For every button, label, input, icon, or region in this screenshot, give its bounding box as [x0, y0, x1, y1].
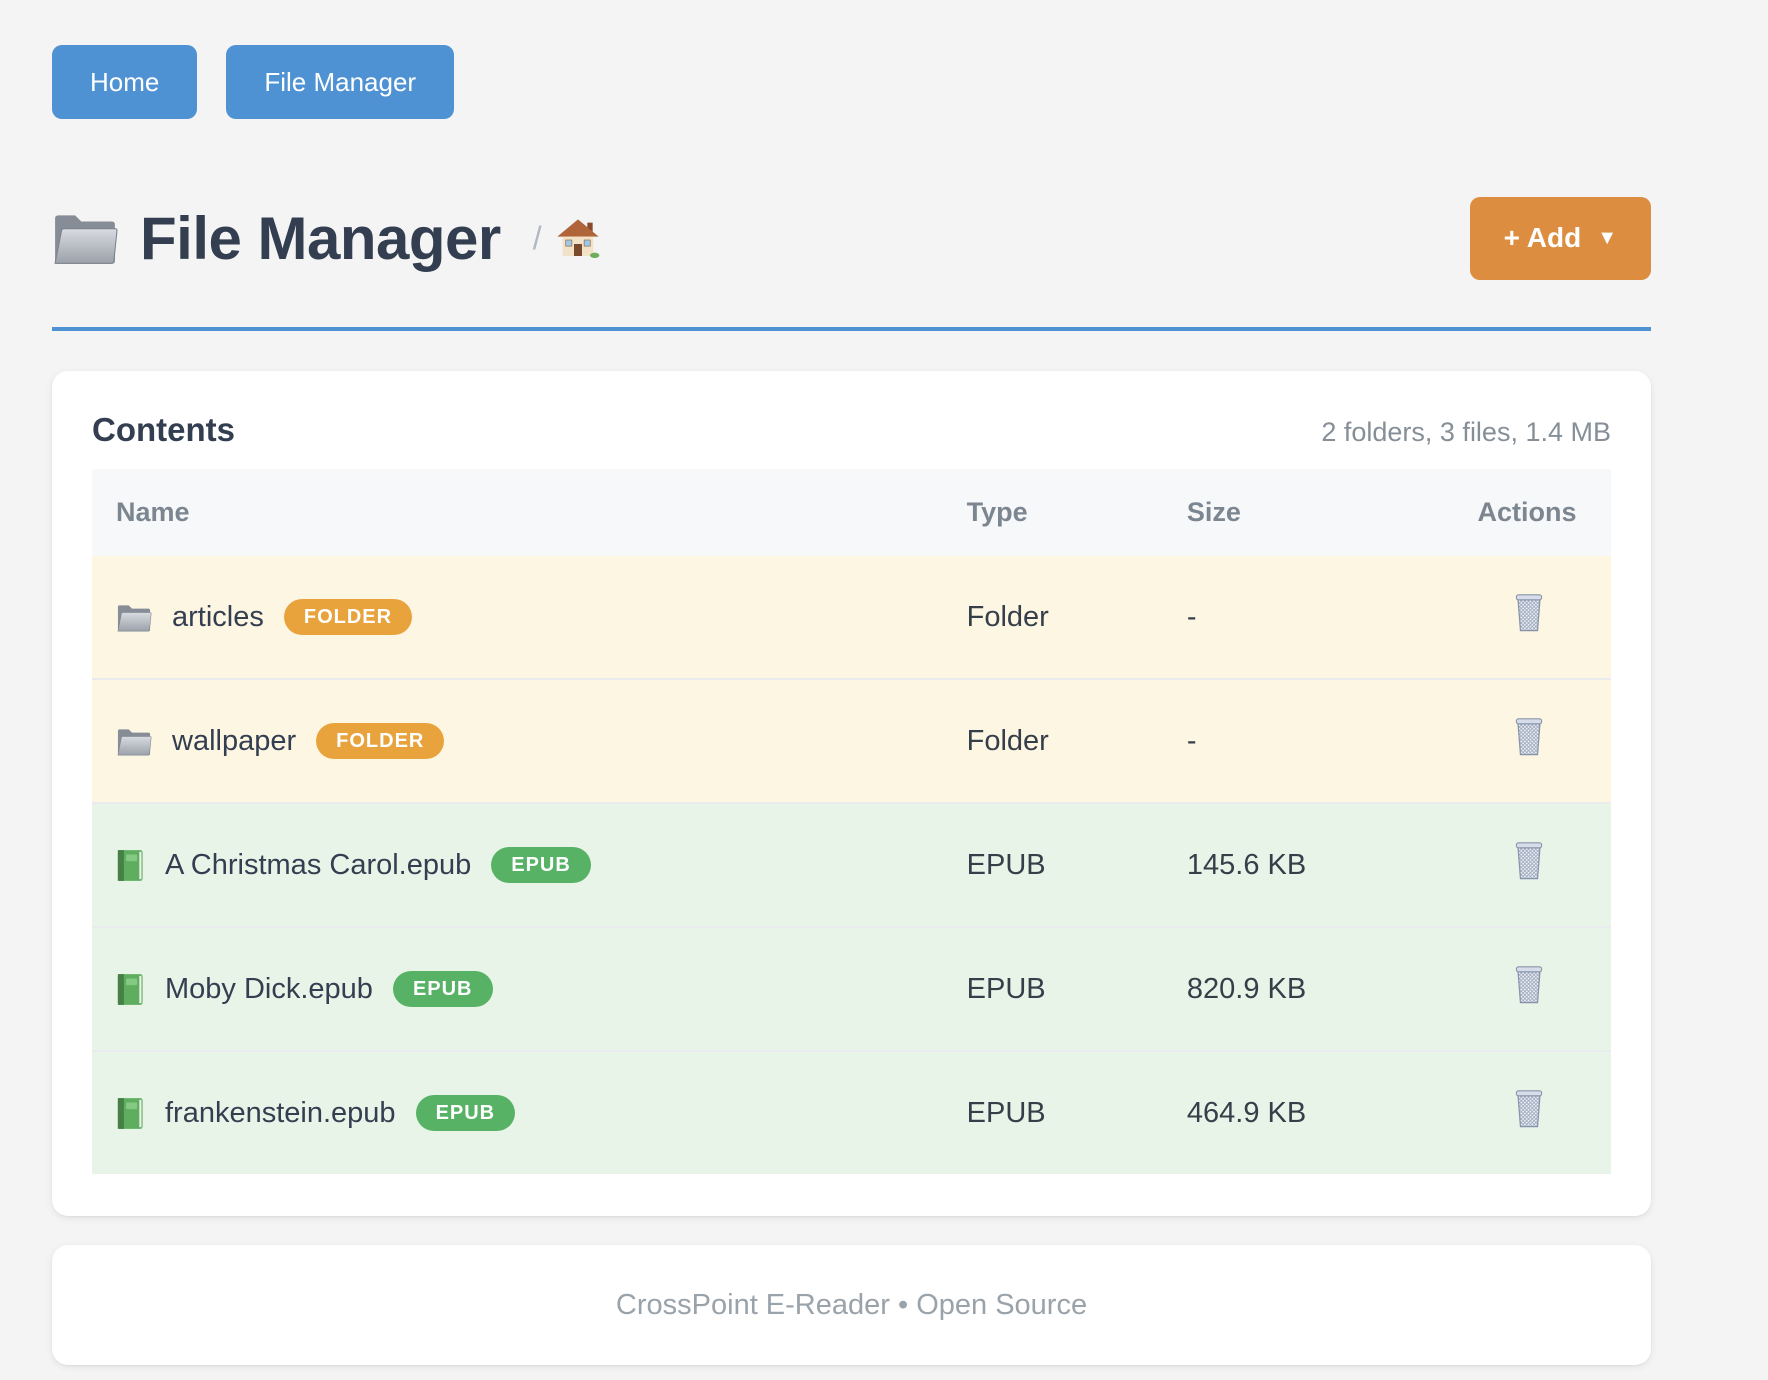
add-button[interactable]: + Add ▼ — [1469, 196, 1651, 280]
trash-icon — [1512, 840, 1546, 882]
contents-card: Contents 2 folders, 3 files, 1.4 MB Name… — [52, 371, 1651, 1216]
type-cell: Folder — [966, 600, 1049, 633]
name-cell: articles FOLDER — [92, 556, 943, 679]
type-cell: EPUB — [942, 1050, 1163, 1174]
trash-icon — [1512, 1088, 1546, 1130]
book-icon — [116, 849, 145, 882]
footer-text: CrossPoint E-Reader • Open Source — [615, 1288, 1088, 1321]
trash-icon — [1512, 592, 1546, 634]
type-badge: FOLDER — [283, 599, 413, 635]
add-button-label: + Add — [1503, 222, 1582, 253]
top-nav: Home File Manager — [52, 0, 1651, 119]
type-cell: EPUB — [942, 802, 1163, 927]
contents-heading: Contents — [92, 411, 235, 448]
folder-icon — [116, 602, 152, 633]
type-cell: EPUB — [942, 926, 1163, 1051]
table-row: A Christmas Carol.epub EPUB EPUB 145.6 K… — [92, 802, 1611, 927]
file-table: Name Type Size Actions articles FOLDER F… — [92, 469, 1611, 1174]
name-cell: A Christmas Carol.epub EPUB — [92, 802, 943, 927]
page-header: File Manager / + Add ▼ — [52, 194, 1651, 282]
name-cell: frankenstein.epub EPUB — [92, 1050, 943, 1174]
size-cell: 464.9 KB — [1162, 1050, 1414, 1174]
type-badge: FOLDER — [316, 723, 445, 759]
column-header-actions: Actions — [1413, 469, 1611, 556]
delete-button[interactable] — [1512, 1088, 1546, 1130]
file-table-body: articles FOLDER Folder - wallpaper FOLDE… — [92, 556, 1611, 1174]
column-header-name: Name — [92, 469, 943, 556]
size-cell: 145.6 KB — [1162, 802, 1414, 927]
contents-card-header: Contents 2 folders, 3 files, 1.4 MB — [92, 411, 1611, 449]
actions-cell — [1414, 556, 1611, 679]
table-row: frankenstein.epub EPUB EPUB 464.9 KB — [92, 1050, 1611, 1174]
table-row: Moby Dick.epub EPUB EPUB 820.9 KB — [92, 926, 1611, 1051]
actions-cell — [1413, 1050, 1611, 1174]
type-badge: EPUB — [415, 1095, 516, 1131]
table-header-row: Name Type Size Actions — [92, 469, 1611, 556]
footer-card: CrossPoint E-Reader • Open Source — [52, 1245, 1651, 1365]
size-cell: - — [1162, 678, 1414, 803]
delete-button[interactable] — [1512, 840, 1546, 882]
file-name[interactable]: articles — [172, 600, 264, 633]
book-icon — [116, 973, 145, 1006]
file-table-head: Name Type Size Actions — [92, 469, 1611, 556]
page-title: File Manager — [140, 204, 501, 272]
nav-home-button[interactable]: Home — [52, 45, 198, 119]
name-cell: Moby Dick.epub EPUB — [92, 926, 943, 1051]
book-icon — [116, 1097, 145, 1130]
actions-cell — [1413, 802, 1611, 927]
folder-icon — [116, 726, 152, 757]
column-header-type: Type — [942, 469, 1163, 556]
delete-button[interactable] — [1512, 592, 1546, 634]
delete-button[interactable] — [1512, 964, 1546, 1006]
type-badge: EPUB — [392, 971, 493, 1007]
page-container: Home File Manager File Manager / + Add ▼… — [52, 0, 1651, 1365]
contents-summary: 2 folders, 3 files, 1.4 MB — [1321, 417, 1611, 447]
folder-icon — [52, 209, 118, 267]
actions-cell — [1413, 678, 1611, 803]
header-divider — [52, 327, 1651, 331]
file-name[interactable]: frankenstein.epub — [165, 1096, 396, 1129]
nav-file-manager-button[interactable]: File Manager — [226, 45, 455, 119]
size-cell: 820.9 KB — [1162, 926, 1414, 1051]
actions-cell — [1413, 926, 1611, 1051]
breadcrumb-separator: / — [532, 219, 542, 256]
trash-icon — [1512, 964, 1546, 1006]
chevron-down-icon: ▼ — [1597, 226, 1617, 249]
name-cell: wallpaper FOLDER — [92, 678, 943, 803]
size-cell: - — [1186, 600, 1197, 633]
type-cell: Folder — [942, 678, 1163, 803]
house-icon[interactable] — [556, 218, 600, 258]
file-name[interactable]: Moby Dick.epub — [165, 972, 373, 1005]
trash-icon — [1512, 716, 1546, 758]
column-header-size: Size — [1162, 469, 1414, 556]
delete-button[interactable] — [1512, 716, 1546, 758]
table-row: articles FOLDER Folder - — [92, 556, 1611, 679]
file-name[interactable]: A Christmas Carol.epub — [165, 848, 472, 881]
type-badge: EPUB — [491, 847, 591, 883]
file-name[interactable]: wallpaper — [172, 724, 297, 757]
table-row: wallpaper FOLDER Folder - — [92, 678, 1611, 803]
